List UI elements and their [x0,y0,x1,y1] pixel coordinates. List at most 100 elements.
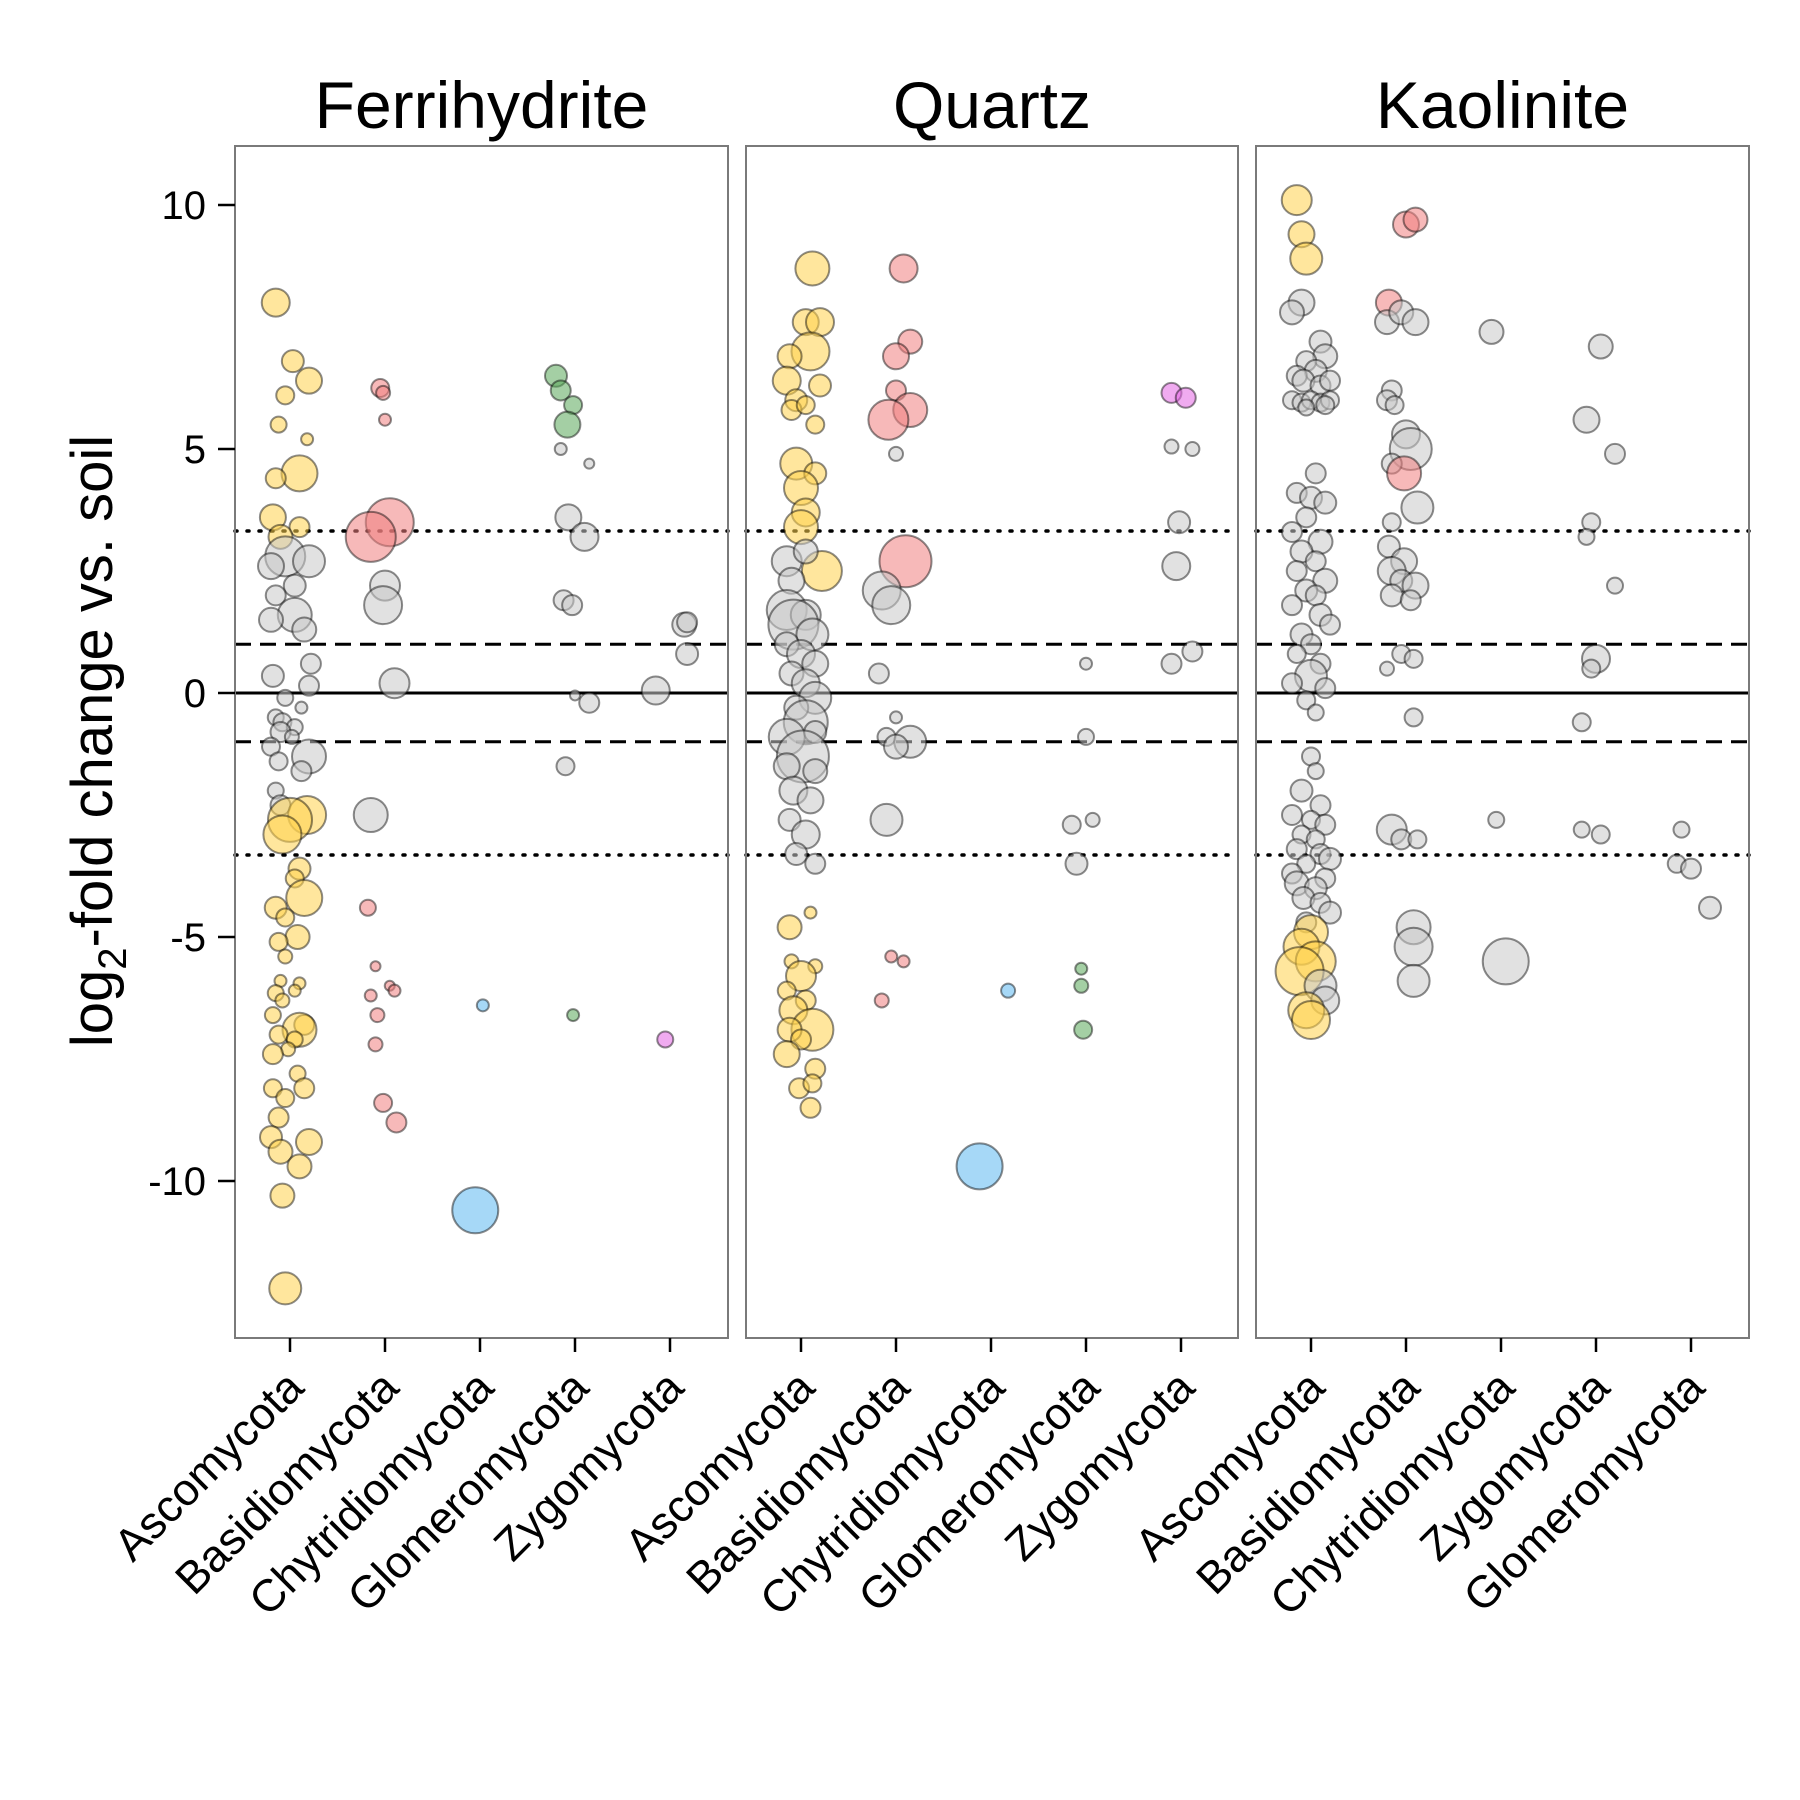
data-point [1401,308,1430,337]
data-point [300,432,315,447]
data-point [553,410,582,439]
data-point [1315,395,1336,416]
data-point [369,960,382,973]
data-point [884,949,899,964]
data-point [785,960,817,993]
data-point [583,457,596,470]
data-point [640,675,671,706]
data-point [1604,442,1626,465]
data-point [269,1182,296,1209]
facet-titles: Ferrihydrite Quartz Kaolinite [315,68,1629,142]
data-point [561,594,584,617]
data-point [1571,712,1592,733]
data-point [1304,462,1327,485]
data-point [569,521,600,552]
data-point [1396,963,1431,998]
data-point [299,652,322,675]
points-layer [257,184,1722,1306]
data-point [1295,506,1318,529]
data-point [1281,804,1303,826]
data-point [378,412,392,427]
data-point [282,573,307,598]
data-point [1077,727,1095,746]
data-point [867,662,890,685]
data-point [882,342,910,371]
data-point [1386,455,1423,492]
data-point [344,510,397,563]
data-point [277,948,294,965]
data-point [867,398,910,441]
data-point [772,1040,801,1069]
data-point [883,733,909,760]
data-point [1161,551,1192,582]
y-tick-label: 0 [184,672,206,716]
data-point [1403,648,1424,669]
data-point [1084,811,1101,828]
data-point [286,1153,313,1180]
data-point [776,914,803,941]
data-point [784,842,809,867]
data-point [555,756,576,777]
data-point [1577,527,1596,546]
data-point [1289,778,1314,803]
data-point [796,786,825,815]
data-point [267,1138,294,1165]
data-point [878,534,933,589]
data-point [1296,690,1317,711]
data-point [1304,584,1327,607]
data-point [1281,520,1303,543]
data-point [269,415,288,434]
data-point [1393,926,1434,967]
data-point [1402,206,1429,233]
data-point [1061,814,1082,835]
data-point [276,688,295,707]
data-point [1698,895,1722,920]
data-point [1184,441,1201,457]
data-point [1163,438,1180,455]
data-point [1285,560,1308,582]
y-axis-title-main: log [60,970,125,1047]
data-point [869,802,904,837]
data-point [553,442,568,456]
data-point [676,611,699,634]
data-point [268,1024,289,1045]
data-point [1478,318,1505,345]
data-point [888,445,904,462]
facet-title: Kaolinite [1376,68,1629,142]
data-point [295,1127,323,1156]
data-point [772,752,801,781]
data-point [373,1092,394,1113]
data-point [1073,1019,1094,1040]
data-point [369,1007,386,1024]
data-point [268,1271,303,1306]
data-point [261,1043,284,1066]
data-point [871,585,912,626]
y-axis: 10 5 0 -5 -10 [148,184,235,1204]
data-point [261,736,281,757]
panel-frame [1255,145,1750,1339]
y-tick-label: 10 [162,184,207,228]
data-point [291,616,318,643]
data-point [285,878,324,917]
data-point [792,538,819,565]
data-point [257,552,285,581]
data-point [1073,977,1090,994]
data-point [375,384,392,401]
data-point [292,544,326,579]
data-point [1000,982,1017,999]
data-point [554,503,583,532]
data-point [569,689,581,702]
data-point [804,852,827,875]
data-point [1606,576,1624,595]
data-point [1572,405,1601,434]
data-point [293,1077,316,1100]
data-point [808,373,832,398]
data-point [258,606,284,633]
data-point [264,584,287,607]
data-point [290,760,313,783]
data-point [1381,512,1402,533]
data-point [1296,853,1317,874]
data-point [260,663,285,688]
data-point [1319,613,1341,636]
